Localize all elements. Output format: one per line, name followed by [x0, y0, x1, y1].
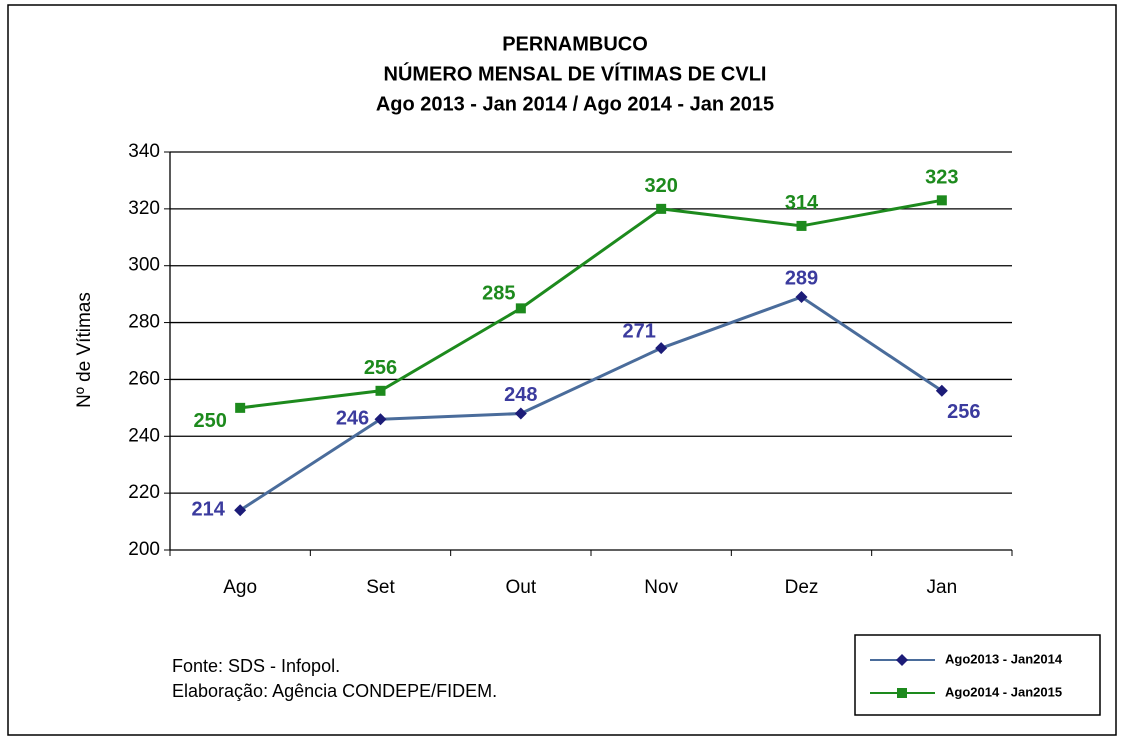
marker	[375, 385, 386, 396]
data-label: 320	[644, 175, 677, 197]
legend	[854, 634, 1101, 716]
data-label: 256	[947, 401, 980, 423]
chart-title: Ago 2013 - Jan 2014 / Ago 2014 - Jan 201…	[376, 93, 774, 115]
y-tick-label: 320	[128, 198, 160, 219]
marker	[374, 413, 387, 426]
chart-title: PERNAMBUCO	[502, 33, 648, 55]
data-label: 314	[785, 192, 819, 214]
marker	[235, 402, 246, 413]
marker	[936, 195, 947, 206]
data-label: 285	[482, 283, 515, 305]
y-tick-label: 200	[128, 539, 160, 560]
note: Fonte: SDS - Infopol.	[172, 656, 340, 676]
x-tick-label: Set	[366, 577, 395, 598]
data-label: 289	[785, 267, 818, 289]
y-axis-label: Nº de Vítimas	[74, 292, 95, 408]
data-label: 271	[622, 320, 655, 342]
x-tick-label: Dez	[785, 577, 819, 598]
legend-label: Ago2014 - Jan2015	[945, 684, 1062, 699]
marker	[234, 504, 247, 517]
data-label: 250	[193, 410, 226, 432]
marker	[515, 303, 526, 314]
y-tick-label: 260	[128, 368, 160, 389]
legend-marker	[897, 688, 907, 698]
marker	[796, 220, 807, 231]
data-label: 248	[504, 384, 537, 406]
x-tick-label: Ago	[223, 577, 257, 598]
x-tick-label: Nov	[644, 577, 678, 598]
series-line	[239, 295, 943, 512]
data-label: 256	[364, 357, 397, 379]
legend-label: Ago2013 - Jan2014	[945, 651, 1063, 666]
marker	[656, 203, 667, 214]
x-tick-label: Out	[506, 577, 537, 598]
marker	[795, 290, 808, 303]
chart-title: NÚMERO MENSAL DE VÍTIMAS DE CVLI	[384, 61, 767, 85]
y-tick-label: 280	[128, 312, 160, 333]
y-tick-label: 340	[128, 141, 160, 162]
y-tick-label: 220	[128, 482, 160, 503]
data-label: 214	[191, 498, 225, 520]
series-line	[239, 198, 943, 410]
x-tick-label: Jan	[927, 577, 958, 598]
note: Elaboração: Agência CONDEPE/FIDEM.	[172, 681, 497, 701]
marker	[655, 342, 668, 355]
data-label: 246	[336, 408, 369, 430]
y-tick-label: 240	[128, 425, 160, 446]
chart-border	[7, 4, 1117, 736]
data-label: 323	[925, 167, 958, 189]
marker	[514, 407, 527, 420]
legend-marker	[896, 654, 908, 666]
y-tick-label: 300	[128, 255, 160, 276]
marker	[935, 384, 948, 397]
